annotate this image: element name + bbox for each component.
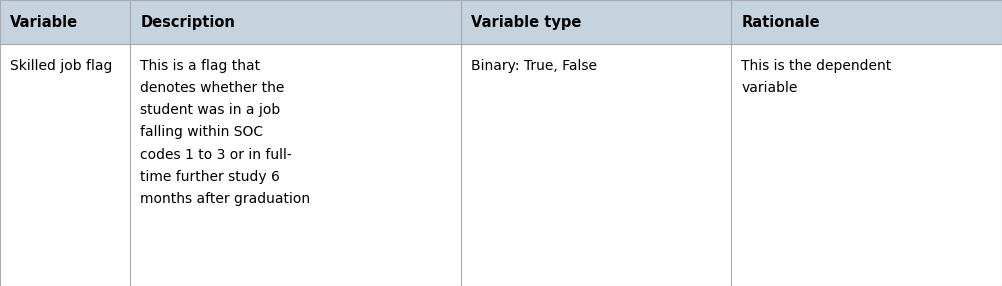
Bar xyxy=(461,44,731,286)
Bar xyxy=(130,44,461,286)
Bar xyxy=(0,44,130,286)
Text: Skilled job flag: Skilled job flag xyxy=(10,59,112,73)
Text: Rationale: Rationale xyxy=(741,15,820,30)
Text: This is the dependent
variable: This is the dependent variable xyxy=(741,59,892,95)
Text: Binary: True, False: Binary: True, False xyxy=(471,59,597,73)
Text: Description: Description xyxy=(140,15,235,30)
Text: Variable: Variable xyxy=(10,15,78,30)
Bar xyxy=(130,0,461,44)
Text: Variable type: Variable type xyxy=(471,15,581,30)
Bar xyxy=(0,0,130,44)
Bar xyxy=(461,0,731,44)
Bar xyxy=(731,44,1002,286)
Text: This is a flag that
denotes whether the
student was in a job
falling within SOC
: This is a flag that denotes whether the … xyxy=(140,59,311,206)
Bar xyxy=(731,0,1002,44)
